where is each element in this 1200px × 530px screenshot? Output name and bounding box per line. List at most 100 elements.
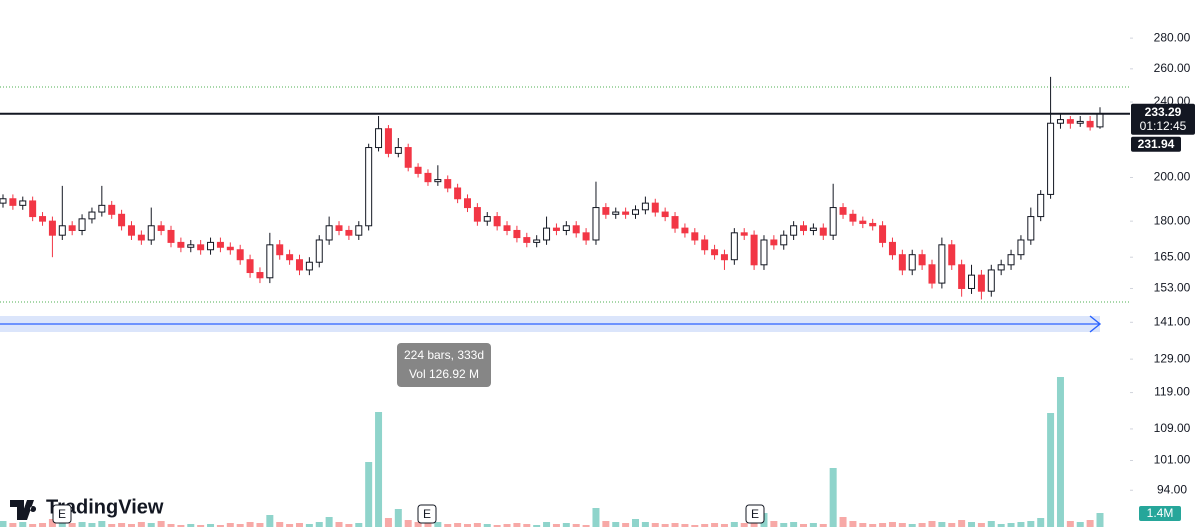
volume-bar xyxy=(711,523,719,527)
volume-bar xyxy=(118,523,126,527)
candle-body xyxy=(977,274,985,292)
volume-bar xyxy=(98,521,106,527)
candle-body xyxy=(562,225,570,231)
volume-bar xyxy=(1076,522,1084,527)
candle-body xyxy=(651,202,659,213)
candle-body xyxy=(809,227,817,231)
candle-body xyxy=(869,222,877,227)
volume-bar xyxy=(809,523,817,527)
volume-bar xyxy=(898,523,906,527)
candle-body xyxy=(701,239,709,251)
candle-body xyxy=(147,225,155,241)
volume-bar xyxy=(483,524,491,527)
y-tick-label: 165.00 xyxy=(1154,249,1191,263)
volume-bar xyxy=(780,523,788,527)
volume-bar xyxy=(1066,521,1074,527)
candle-body xyxy=(770,239,778,246)
candle-body xyxy=(1056,119,1064,124)
volume-bar xyxy=(473,523,481,527)
candle-body xyxy=(898,254,906,271)
candle-body xyxy=(908,254,916,271)
candle-body xyxy=(355,225,363,236)
candle-body xyxy=(266,244,274,279)
volume-bar xyxy=(681,524,689,527)
volume-label: 1.4M xyxy=(1147,506,1174,520)
volume-bar xyxy=(1056,377,1064,527)
candle-body xyxy=(819,227,827,236)
candle-body xyxy=(533,239,541,243)
volume-bar xyxy=(908,524,916,527)
volume-bar xyxy=(9,523,17,527)
candle-body xyxy=(829,207,837,236)
volume-bar xyxy=(968,522,976,527)
volume-bar xyxy=(1017,522,1025,527)
candle-body xyxy=(938,244,946,284)
volume-bar xyxy=(602,521,610,527)
candle-body xyxy=(1027,216,1035,241)
y-tick-label: 101.00 xyxy=(1154,453,1191,467)
candle-body xyxy=(58,225,66,236)
volume-bar xyxy=(207,524,215,527)
earnings-label: E xyxy=(751,507,759,521)
candle-body xyxy=(523,237,531,243)
y-tick-label: 180.00 xyxy=(1154,213,1191,227)
logo-icon xyxy=(10,500,37,520)
candle-body xyxy=(216,241,224,248)
y-tick-label: 94.00 xyxy=(1157,482,1187,496)
volume-bar xyxy=(523,524,531,527)
volume-bar xyxy=(1037,518,1045,527)
candle-body xyxy=(404,147,412,168)
volume-bar xyxy=(592,508,600,527)
volume-bar xyxy=(701,524,709,527)
volume-bar xyxy=(404,520,412,527)
volume-bar xyxy=(513,523,521,527)
candle-body xyxy=(681,227,689,234)
volume-bar xyxy=(394,509,402,527)
volume-bar xyxy=(88,523,96,527)
volume-bar xyxy=(246,522,254,527)
candle-body xyxy=(632,209,640,215)
date-range-arrow xyxy=(1089,315,1102,333)
candle-body xyxy=(335,225,343,231)
candle-body xyxy=(1086,120,1094,128)
volume-bar xyxy=(720,524,728,527)
volume-bar xyxy=(503,524,511,527)
volume-bar xyxy=(454,523,462,527)
candle-body xyxy=(375,128,383,149)
y-tick-label: 153.00 xyxy=(1154,281,1191,295)
volume-bar xyxy=(888,522,896,527)
candle-body xyxy=(740,232,748,236)
candle-body xyxy=(137,234,145,241)
volume-bar xyxy=(424,523,432,527)
candle-body xyxy=(661,211,669,218)
volume-bar xyxy=(740,523,748,527)
volume-bar xyxy=(0,521,7,527)
candle-body xyxy=(1066,119,1074,124)
volume-bar xyxy=(216,525,224,527)
volume-bar xyxy=(958,520,966,527)
candle-body xyxy=(315,239,323,263)
candle-body xyxy=(444,179,452,189)
volume-bar xyxy=(48,519,56,527)
volume-bar xyxy=(829,468,837,527)
candle-body xyxy=(454,187,462,200)
volume-bar xyxy=(869,524,877,527)
candle-body xyxy=(414,166,422,174)
candle-body xyxy=(750,234,758,266)
volume-bar xyxy=(543,522,551,527)
candle-body xyxy=(384,128,392,154)
volume-bar xyxy=(325,517,333,527)
candle-body xyxy=(790,225,798,236)
earnings-marker xyxy=(52,504,72,524)
volume-bar xyxy=(612,522,620,527)
volume-bar xyxy=(355,523,363,527)
candle-body xyxy=(711,249,719,256)
candle-body xyxy=(928,264,936,284)
candle-body xyxy=(730,232,738,261)
volume-bar xyxy=(661,524,669,527)
volume-bar xyxy=(632,519,640,527)
volume-bar xyxy=(68,523,76,527)
volume-bar xyxy=(444,524,452,527)
candle-body xyxy=(968,274,976,289)
